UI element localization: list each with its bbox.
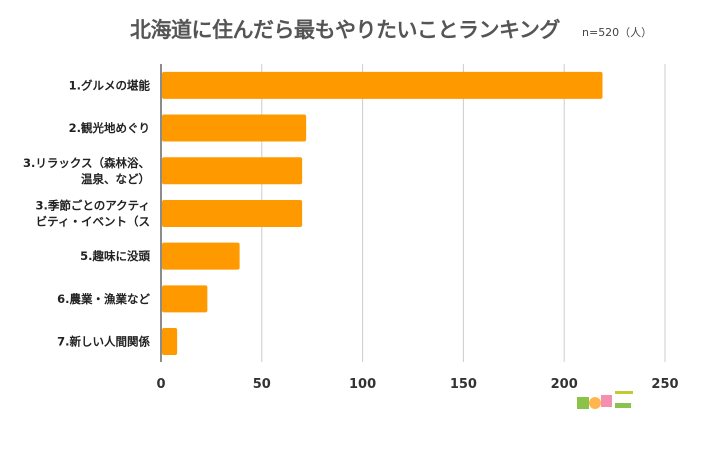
x-tick-label: 50 [253, 377, 271, 392]
sample-size-note: n=520（人） [582, 26, 653, 39]
logo-icon [577, 391, 633, 409]
category-label: 6.農業・漁業など [57, 292, 150, 306]
category-label: 7.新しい人間関係 [57, 335, 150, 349]
x-tick-label: 0 [156, 377, 165, 392]
bar [162, 114, 307, 142]
bar [162, 157, 303, 185]
category-label: 2.観光地めぐり [69, 121, 150, 135]
x-tick-label: 250 [651, 377, 678, 392]
bar [162, 199, 303, 227]
category-label: 5.趣味に没頭 [80, 249, 150, 263]
category-label: 3.リラックス（森林浴、 [23, 156, 150, 170]
bar [162, 328, 178, 356]
bar [162, 242, 240, 270]
x-tick-label: 200 [551, 377, 578, 392]
category-label: 3.季節ごとのアクティ [36, 198, 151, 212]
bar [162, 285, 208, 313]
chart-title: 北海道に住んだら最もやりたいことランキング [130, 18, 560, 42]
x-tick-label: 150 [450, 377, 477, 392]
category-label: 温泉、など） [81, 172, 150, 186]
bar [162, 71, 603, 99]
category-label: ビティ・イベント（ス [36, 214, 150, 228]
x-tick-label: 100 [349, 377, 376, 392]
category-label: 1.グルメの堪能 [69, 78, 151, 92]
